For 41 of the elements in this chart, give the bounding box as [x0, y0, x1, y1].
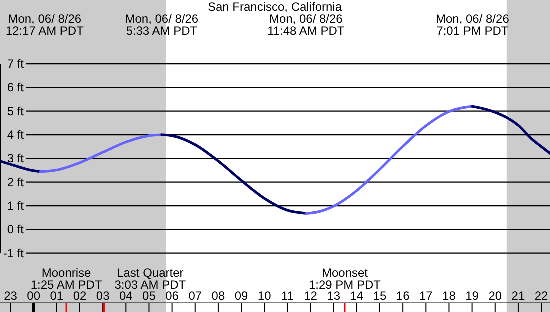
text: Mon, 06/ 8/26 5:33 AM PDT	[125, 12, 199, 38]
y-tick-label: -1 ft	[3, 246, 25, 260]
x-tick-label: 05	[142, 289, 156, 303]
x-tick-label: 20	[488, 289, 502, 303]
ref-line-label: Moonrise 1:25 AM PDT	[30, 266, 103, 292]
y-tick-label: 3 ft	[7, 152, 25, 166]
x-tick-label: 12	[304, 289, 318, 303]
text: Mon, 06/ 8/26 7:01 PM PDT	[436, 12, 510, 38]
y-tick-label: 5 ft	[7, 104, 25, 118]
x-tick-label: 17	[419, 289, 434, 303]
x-tick-label: 07	[188, 289, 202, 303]
y-tick-label: 7 ft	[7, 57, 25, 71]
y-tick-label: 1 ft	[7, 198, 25, 213]
x-tick-label: 03	[96, 289, 110, 303]
y-tick-label: 6 ft	[7, 80, 25, 95]
y-tick-label: 0 ft	[7, 222, 25, 237]
x-tick-label: 18	[442, 289, 456, 303]
x-tick-label: 15	[373, 289, 387, 303]
x-tick-label: 16	[396, 289, 410, 303]
ref-line-label: Moonset 1:29 PM PDT	[308, 266, 382, 292]
x-tick-label: 06	[166, 289, 180, 303]
x-tick-label: 09	[234, 289, 249, 303]
x-tick-label: 13	[327, 289, 341, 303]
ref-line-label: Last Quarter 3:03 AM PDT	[114, 266, 187, 292]
x-tick-label: 02	[73, 289, 87, 303]
x-tick-label: 14	[350, 289, 364, 303]
text: Mon, 06/ 8/26 12:17 AM PDT	[6, 12, 85, 38]
x-tick-label: 19	[466, 289, 480, 303]
y-tick-label: 2 ft	[7, 175, 25, 190]
x-tick-label: 11	[281, 289, 294, 303]
x-tick-label: 23	[4, 289, 18, 303]
y-tick-label: 4 ft	[7, 128, 25, 142]
x-tick-label: 08	[212, 289, 226, 303]
chart-title: San Francisco, California	[208, 0, 342, 14]
x-tick-label: 01	[50, 289, 64, 303]
x-tick-label: 22	[534, 289, 549, 303]
text: Mon, 06/ 8/26 11:48 AM PDT	[268, 12, 346, 38]
x-tick-label: 10	[258, 289, 272, 303]
x-tick-label: 21	[512, 289, 526, 303]
x-tick-label: 00	[27, 289, 41, 303]
x-tick-label: 04	[119, 289, 134, 303]
